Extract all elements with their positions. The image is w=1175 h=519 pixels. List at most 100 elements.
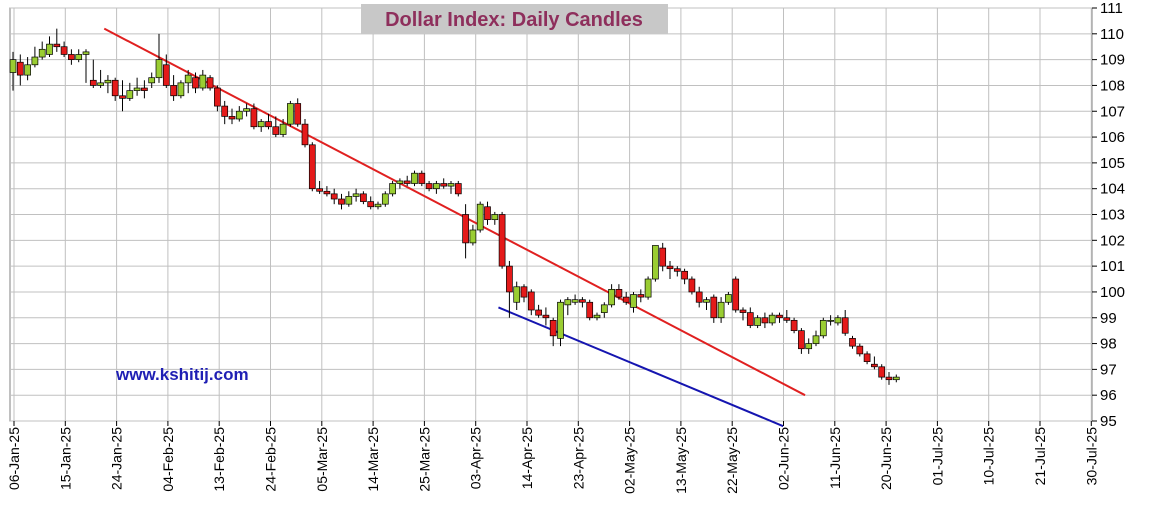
candle (89, 59, 97, 89)
y-tick-label: 103 (1100, 207, 1125, 224)
candle (652, 245, 659, 282)
candle-body (637, 294, 645, 298)
candle (513, 281, 521, 311)
candle (9, 51, 17, 91)
candle (768, 312, 776, 326)
candle-body (411, 172, 418, 184)
candle (549, 317, 557, 347)
y-axis-ticks: 95 96 97 98 99 100 101 102 103 104 105 106 107 108 109… (1092, 0, 1125, 430)
candle-body (367, 201, 375, 208)
candle-body (571, 299, 579, 303)
candle (644, 276, 652, 300)
candle (381, 191, 389, 207)
candle-body (885, 376, 893, 381)
candle (856, 343, 864, 357)
candle-body (228, 116, 236, 120)
candle-body (148, 77, 156, 84)
candle-body (863, 353, 871, 362)
candle (97, 69, 104, 89)
candle-body (403, 180, 411, 184)
candle (360, 191, 367, 205)
candle-body (287, 103, 294, 125)
candle (199, 69, 207, 91)
candle (593, 312, 601, 321)
candle-body (484, 206, 491, 221)
candle (287, 100, 294, 127)
candle (695, 286, 703, 308)
candle-body (374, 203, 382, 208)
x-tick-label: 01-Jul-25 (929, 427, 945, 486)
candle-body (600, 304, 608, 313)
candle-body (177, 82, 185, 97)
candle (703, 297, 710, 311)
x-tick-label: 04-Feb-25 (160, 427, 176, 492)
candle (447, 180, 455, 194)
candle (352, 188, 360, 202)
x-tick-label: 02-Jun-25 (776, 427, 792, 490)
candle (279, 118, 287, 138)
candle-body (834, 317, 842, 324)
chart-title: Dollar Index: Daily Candles (385, 9, 643, 31)
candle-body (513, 286, 521, 303)
x-tick-label: 23-Apr-25 (570, 427, 586, 489)
candle (725, 291, 732, 305)
candle (491, 211, 499, 225)
candle-body (272, 126, 280, 135)
candle-body (316, 188, 323, 192)
candle-body (221, 105, 229, 117)
y-tick-label: 104 (1100, 181, 1125, 198)
x-tick-label: 05-Mar-25 (314, 427, 330, 492)
y-tick-label: 98 (1100, 336, 1117, 353)
candle-body (666, 265, 674, 270)
candle (798, 328, 805, 354)
y-tick-label: 110 (1100, 26, 1124, 43)
candle (688, 276, 696, 295)
candle (243, 103, 250, 117)
candle-body (24, 64, 31, 76)
candle-body (425, 183, 433, 190)
candle (732, 276, 740, 313)
candle-body (622, 296, 630, 303)
candle (637, 289, 645, 303)
candle-body (498, 214, 506, 267)
candle (746, 307, 754, 329)
candle-body (199, 74, 207, 89)
candle (170, 75, 177, 101)
chart-title-box: Dollar Index: Daily Candles (361, 4, 668, 34)
candle (141, 80, 148, 99)
candle-body (564, 299, 572, 306)
resistance-trendline (103, 27, 806, 397)
candle-body (776, 314, 783, 319)
candle (330, 188, 338, 205)
candle (476, 201, 484, 233)
candle-body (717, 301, 725, 319)
candle-body (257, 121, 265, 128)
candle-body (447, 183, 455, 187)
candle (206, 75, 214, 91)
candle-body (89, 79, 97, 86)
candle (75, 49, 83, 63)
candle-body (301, 123, 309, 146)
candle-body (608, 289, 615, 306)
candle-body (630, 294, 637, 308)
candle-body (557, 301, 564, 339)
candle-body (192, 77, 199, 89)
candle-body (462, 214, 469, 244)
candle-body (119, 95, 126, 99)
candle-body (520, 286, 528, 298)
x-tick-label: 24-Jan-25 (109, 427, 125, 490)
candle-body (892, 376, 900, 381)
candle-body (323, 190, 331, 195)
candle (418, 170, 426, 187)
candle-body (162, 64, 170, 86)
candle (119, 80, 126, 112)
candle (367, 196, 375, 210)
candle (345, 191, 353, 207)
candle (148, 72, 156, 89)
candle (126, 82, 134, 101)
candle-body (345, 196, 353, 205)
candle (710, 294, 718, 323)
candle-body (338, 198, 345, 205)
candle (520, 284, 528, 303)
candle-body (783, 317, 791, 321)
